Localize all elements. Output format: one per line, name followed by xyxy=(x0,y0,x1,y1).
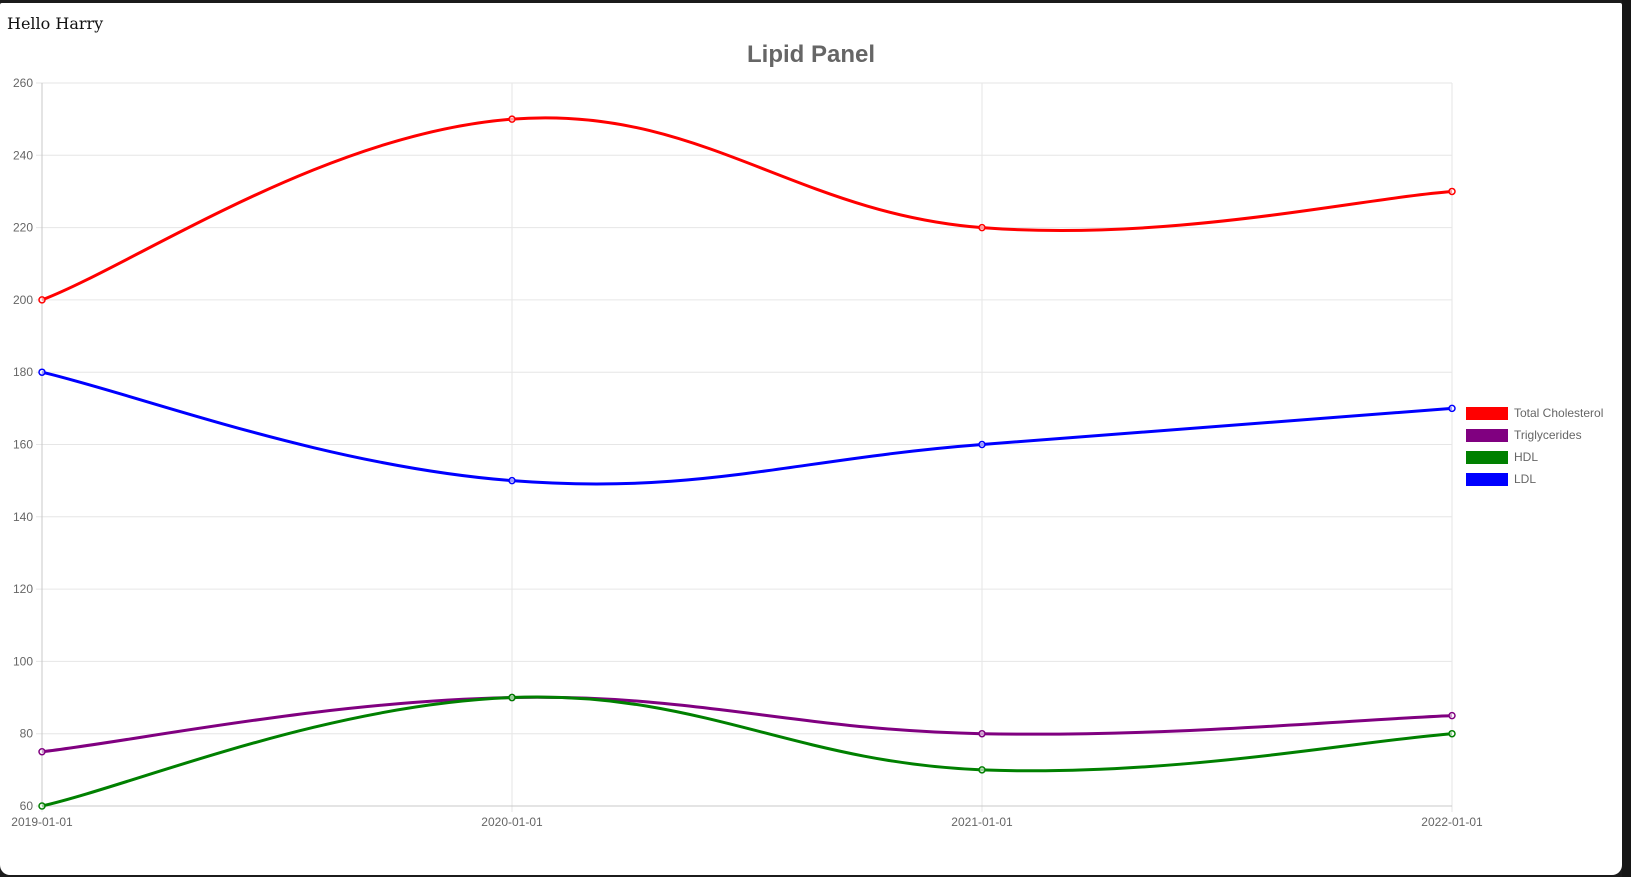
data-point-total-cholesterol xyxy=(1448,187,1456,196)
y-tick-label: 160 xyxy=(13,438,33,452)
y-tick-label: 260 xyxy=(13,76,33,90)
chart-legend: Total Cholesterol Triglycerides HDL LDL xyxy=(1466,402,1603,490)
y-tick-label: 200 xyxy=(13,293,33,307)
legend-label-triglycerides: Triglycerides xyxy=(1514,428,1582,442)
data-point-ldl xyxy=(38,368,46,376)
x-tick-label: 2022-01-01 xyxy=(1421,815,1483,829)
data-point-hdl xyxy=(978,766,986,774)
data-point-triglycerides xyxy=(38,748,46,756)
legend-swatch-ldl xyxy=(1466,472,1508,486)
y-tick-label: 100 xyxy=(13,654,33,668)
data-point-hdl xyxy=(38,802,46,810)
y-tick-label: 180 xyxy=(13,365,33,379)
greeting-text: Hello Harry xyxy=(7,14,104,33)
data-point-ldl xyxy=(508,476,516,485)
legend-label-total-cholesterol: Total Cholesterol xyxy=(1514,406,1604,420)
data-point-triglycerides xyxy=(978,729,986,738)
lipid-panel-chart: 60 80 100 120 140 160 180 200 220 240 260 2019-01-0… xyxy=(11,76,1483,829)
legend-item-triglycerides[interactable]: Triglycerides xyxy=(1466,424,1603,446)
data-point-ldl xyxy=(1448,404,1456,413)
app-window: Hello Harry Lipid Panel 60 80 100 120 140 160… xyxy=(0,3,1622,875)
legend-label-hdl: HDL xyxy=(1514,450,1539,464)
legend-swatch-triglycerides xyxy=(1466,428,1508,442)
x-tick-label: 2019-01-01 xyxy=(11,815,73,829)
series-line-hdl xyxy=(41,695,1453,808)
chart-title: Lipid Panel xyxy=(746,41,875,68)
y-tick-label: 120 xyxy=(13,582,33,596)
y-tick-label: 240 xyxy=(13,148,33,162)
y-tick-label: 140 xyxy=(13,510,33,524)
series-line-triglycerides xyxy=(41,695,1453,754)
legend-swatch-total-cholesterol xyxy=(1466,406,1508,420)
y-tick-label: 60 xyxy=(20,799,34,813)
series-line-total-cholesterol xyxy=(41,116,1453,302)
x-tick-label: 2021-01-01 xyxy=(951,815,1013,829)
legend-swatch-hdl xyxy=(1466,450,1508,464)
data-point-hdl xyxy=(508,693,516,702)
series-line-ldl xyxy=(41,370,1453,486)
y-tick-label: 220 xyxy=(13,221,33,235)
legend-item-hdl[interactable]: HDL xyxy=(1466,446,1603,468)
data-point-ldl xyxy=(978,440,986,449)
data-point-triglycerides xyxy=(1448,711,1456,720)
legend-label-ldl: LDL xyxy=(1514,472,1537,486)
data-point-total-cholesterol xyxy=(38,296,46,304)
x-tick-label: 2020-01-01 xyxy=(481,815,543,829)
data-point-total-cholesterol xyxy=(978,223,986,232)
background-window-edge xyxy=(1622,0,1631,877)
data-point-total-cholesterol xyxy=(508,115,516,123)
y-tick-label: 80 xyxy=(20,727,34,741)
data-point-hdl xyxy=(1448,729,1456,738)
legend-item-total-cholesterol[interactable]: Total Cholesterol xyxy=(1466,402,1603,424)
legend-item-ldl[interactable]: LDL xyxy=(1466,468,1603,490)
